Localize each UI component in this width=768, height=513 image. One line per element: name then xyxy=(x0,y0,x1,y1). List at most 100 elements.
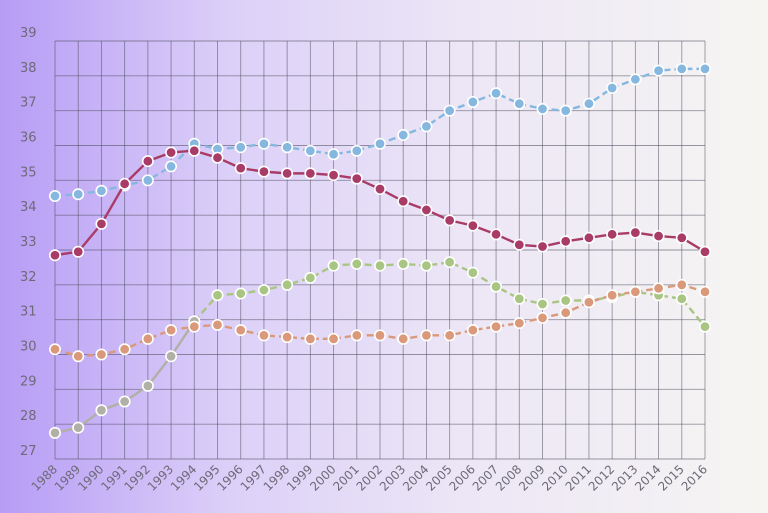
data-point xyxy=(188,320,201,333)
data-point xyxy=(95,348,108,361)
data-point xyxy=(536,311,549,324)
data-point xyxy=(72,245,85,258)
data-point xyxy=(281,167,294,180)
x-tick-label: 1999 xyxy=(284,462,315,493)
x-tick-label: 2000 xyxy=(307,462,338,493)
data-point xyxy=(582,97,595,110)
y-tick-label: 39 xyxy=(20,26,37,41)
data-point xyxy=(559,104,572,117)
x-tick-label: 1991 xyxy=(98,462,129,493)
data-point xyxy=(188,144,201,157)
data-point xyxy=(490,320,503,333)
data-point xyxy=(257,165,270,178)
x-tick-label: 2016 xyxy=(679,462,710,493)
data-point xyxy=(72,188,85,201)
x-tick-label: 1990 xyxy=(75,462,106,493)
data-point xyxy=(165,146,178,159)
gridlines xyxy=(54,40,706,460)
x-tick-label: 1996 xyxy=(214,462,245,493)
data-point xyxy=(141,174,154,187)
data-point xyxy=(559,294,572,307)
data-point xyxy=(466,95,479,108)
data-point xyxy=(582,296,595,309)
data-point xyxy=(327,259,340,272)
data-point xyxy=(443,256,456,269)
data-point xyxy=(698,320,711,333)
data-point xyxy=(652,64,665,77)
data-point xyxy=(420,120,433,133)
y-tick-label: 29 xyxy=(20,374,37,389)
data-point xyxy=(72,421,85,434)
x-tick-label: 2005 xyxy=(423,462,454,493)
y-tick-label: 28 xyxy=(20,409,37,424)
data-point xyxy=(652,230,665,243)
y-tick-label: 35 xyxy=(20,165,37,180)
data-point xyxy=(234,324,247,337)
data-point xyxy=(281,278,294,291)
y-axis: 27 28 29 30 31 32 33 34 35 36 37 38 39 xyxy=(20,26,37,459)
data-point xyxy=(234,141,247,154)
data-point xyxy=(257,329,270,342)
data-point xyxy=(536,102,549,115)
x-tick-label: 2015 xyxy=(655,462,686,493)
data-point xyxy=(257,137,270,150)
data-point xyxy=(490,228,503,241)
data-point xyxy=(513,97,526,110)
data-point xyxy=(48,343,61,356)
x-tick-label: 2014 xyxy=(632,462,663,493)
data-point xyxy=(559,235,572,248)
x-tick-label: 1993 xyxy=(145,462,176,493)
x-tick-label: 2011 xyxy=(563,462,594,493)
data-point xyxy=(606,228,619,241)
data-point xyxy=(513,317,526,330)
data-point xyxy=(466,324,479,337)
data-point xyxy=(698,62,711,75)
data-point xyxy=(257,284,270,297)
y-tick-label: 37 xyxy=(20,96,37,111)
x-tick-label: 1992 xyxy=(121,462,152,493)
data-point xyxy=(350,144,363,157)
data-point xyxy=(420,203,433,216)
data-point xyxy=(606,82,619,95)
data-point xyxy=(513,238,526,251)
data-point xyxy=(327,148,340,161)
x-tick-label: 2013 xyxy=(609,462,640,493)
y-tick-label: 36 xyxy=(20,131,37,146)
y-tick-label: 30 xyxy=(20,340,37,355)
y-tick-label: 34 xyxy=(20,200,37,215)
data-point xyxy=(141,379,154,392)
data-point xyxy=(327,332,340,345)
x-tick-label: 2004 xyxy=(400,462,431,493)
data-point xyxy=(629,73,642,86)
y-tick-label: 32 xyxy=(20,270,37,285)
data-point xyxy=(443,104,456,117)
data-point xyxy=(350,172,363,185)
data-point xyxy=(629,285,642,298)
x-tick-label: 2007 xyxy=(470,462,501,493)
y-tick-label: 27 xyxy=(20,444,37,459)
data-point xyxy=(675,278,688,291)
data-point xyxy=(582,231,595,244)
data-point xyxy=(72,350,85,363)
data-point xyxy=(234,287,247,300)
x-tick-label: 1997 xyxy=(238,462,269,493)
data-point xyxy=(95,404,108,417)
series-5 xyxy=(48,278,711,363)
y-tick-label: 31 xyxy=(20,305,37,320)
data-point xyxy=(606,289,619,302)
data-point xyxy=(48,190,61,203)
data-point xyxy=(304,332,317,345)
data-point xyxy=(443,214,456,227)
data-point xyxy=(675,292,688,305)
data-point xyxy=(397,129,410,142)
data-point xyxy=(141,155,154,168)
data-point xyxy=(48,426,61,439)
data-point xyxy=(234,162,247,175)
data-point xyxy=(373,183,386,196)
data-point xyxy=(327,169,340,182)
data-point xyxy=(698,245,711,258)
series-1 xyxy=(48,62,711,203)
data-point xyxy=(490,87,503,100)
data-point xyxy=(675,62,688,75)
